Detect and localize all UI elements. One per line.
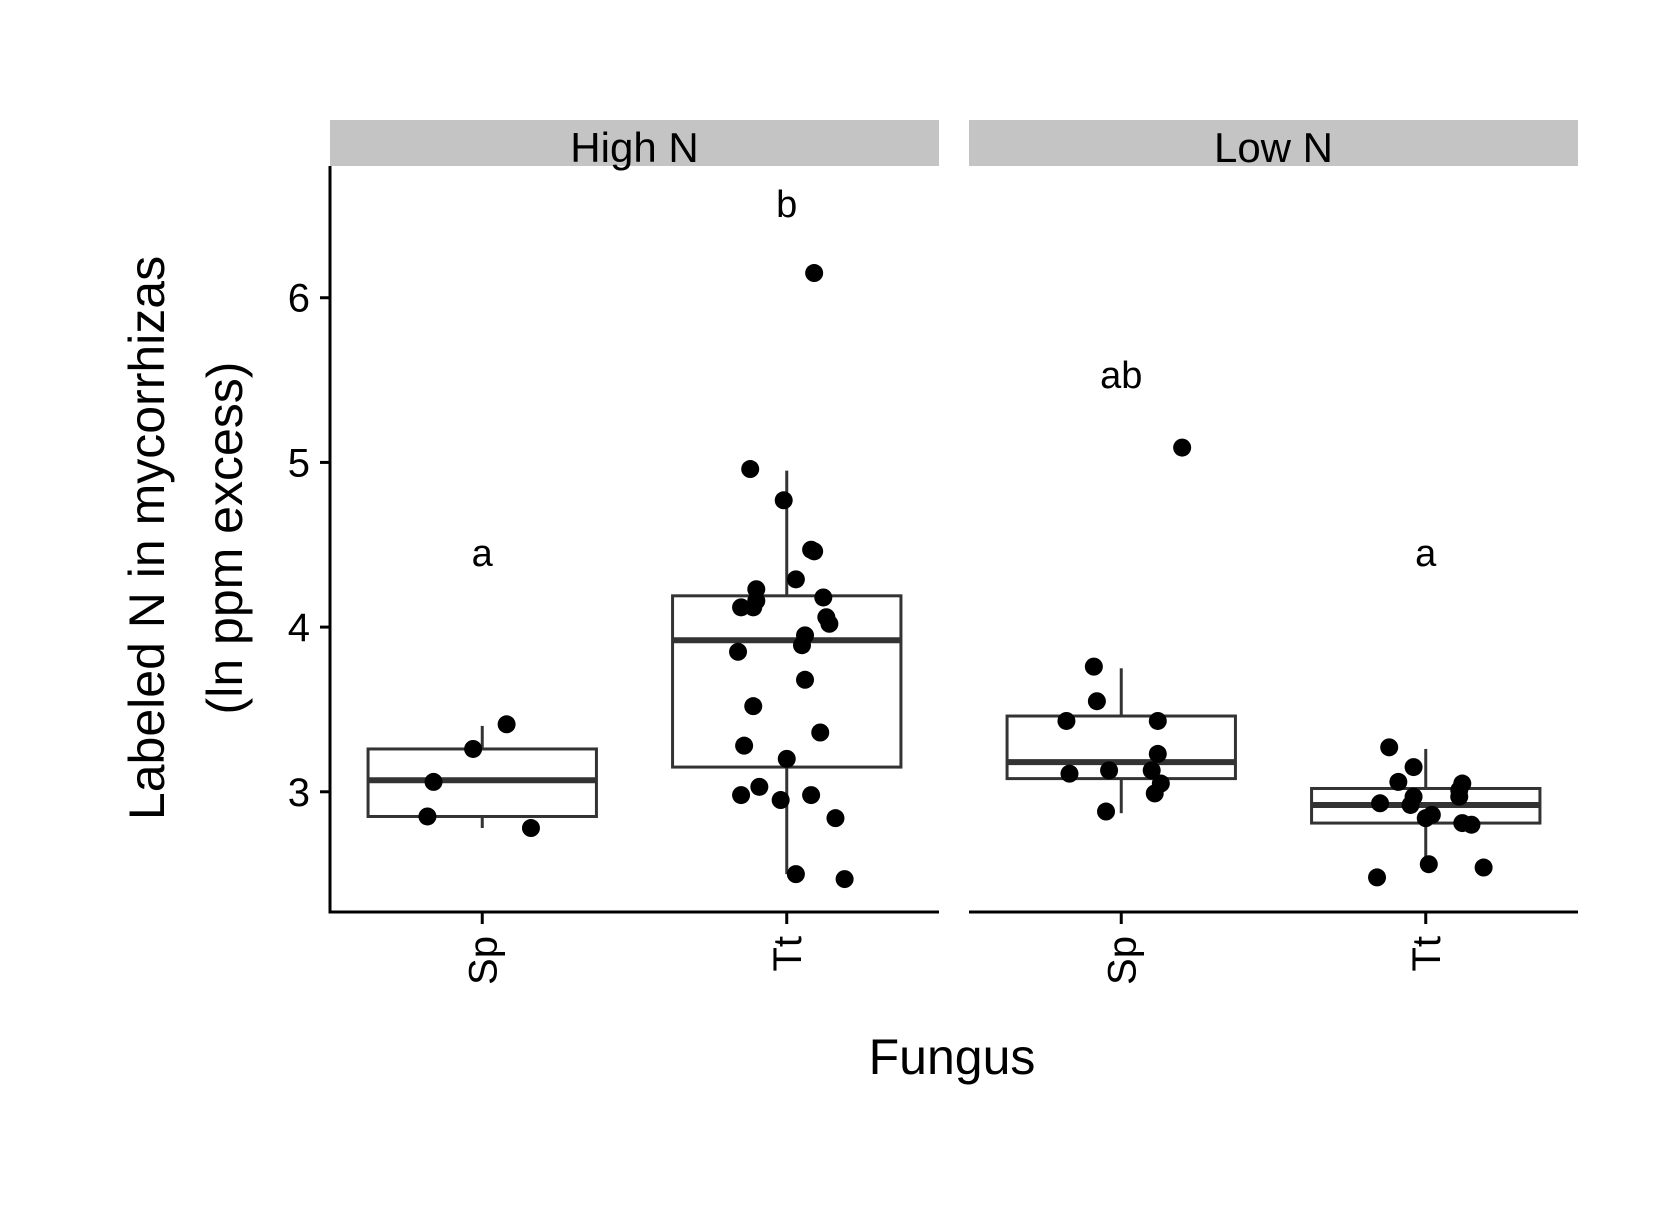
box-iqr — [671, 594, 903, 769]
data-point — [732, 786, 751, 805]
y-axis-title-line2: (ln ppm excess) — [197, 362, 253, 715]
data-point — [786, 865, 805, 884]
data-point — [771, 791, 790, 810]
data-point — [1148, 711, 1167, 730]
data-point — [805, 542, 824, 561]
data-point — [1419, 855, 1438, 874]
data-point — [1368, 868, 1387, 887]
facet-strip-label: Low N — [1214, 124, 1333, 171]
panels-layer: High N 3 4 5 6 Sp a Tt b Low N Sp ab Tt a — [288, 120, 1578, 985]
y-axis-title-line1: Labeled N in mycorrhizas — [119, 256, 175, 820]
data-point — [735, 736, 754, 755]
data-point — [1416, 809, 1435, 828]
data-point — [1462, 815, 1481, 834]
x-axis-title: Fungus — [869, 1029, 1036, 1085]
data-point — [741, 460, 760, 479]
data-point — [1450, 787, 1469, 806]
data-point — [1087, 692, 1106, 711]
facet-strip — [330, 120, 939, 166]
data-point — [835, 870, 854, 889]
x-tick-label: Tt — [1405, 936, 1449, 972]
data-point — [729, 642, 748, 661]
data-point — [1474, 858, 1493, 877]
data-point — [826, 809, 845, 828]
data-point — [811, 723, 830, 742]
facet-strip-label: High N — [570, 124, 698, 171]
data-point — [1371, 794, 1390, 813]
y-tick-label: 5 — [288, 441, 310, 485]
data-point — [786, 570, 805, 589]
data-point — [744, 697, 763, 716]
significance-letter: b — [776, 184, 797, 226]
data-point — [1084, 657, 1103, 676]
data-point — [1173, 438, 1192, 457]
significance-letter: ab — [1100, 355, 1142, 397]
data-point — [820, 614, 839, 633]
y-tick-label: 3 — [288, 771, 310, 815]
data-point — [1401, 795, 1420, 814]
significance-letter: a — [1415, 533, 1437, 575]
data-point — [418, 807, 437, 826]
data-point — [1389, 772, 1408, 791]
data-point — [1404, 758, 1423, 777]
box-iqr — [1005, 714, 1237, 781]
data-point — [1142, 761, 1161, 780]
data-point — [792, 636, 811, 655]
data-point — [796, 670, 815, 689]
data-point — [814, 588, 833, 607]
panel-low-n: Low N Sp ab Tt a — [969, 120, 1578, 985]
data-point — [1057, 711, 1076, 730]
x-tick-label: Tt — [766, 936, 810, 972]
x-tick-label: Sp — [1100, 936, 1144, 985]
data-point — [424, 772, 443, 791]
facet-strip — [969, 120, 1578, 166]
data-point — [497, 715, 516, 734]
data-point — [1060, 764, 1079, 783]
significance-letter: a — [472, 533, 494, 575]
data-point — [464, 739, 483, 758]
panel-high-n: High N 3 4 5 6 Sp a Tt b — [288, 120, 939, 985]
x-tick-label: Sp — [461, 936, 505, 985]
data-point — [1145, 784, 1164, 803]
data-point — [805, 264, 824, 283]
data-point — [521, 819, 540, 838]
data-point — [802, 786, 821, 805]
data-point — [777, 749, 796, 768]
data-point — [1148, 744, 1167, 763]
data-point — [750, 777, 769, 796]
data-point — [744, 598, 763, 617]
data-point — [1100, 761, 1119, 780]
data-point — [774, 491, 793, 510]
y-tick-label: 4 — [288, 606, 310, 650]
y-tick-label: 6 — [288, 277, 310, 321]
data-point — [1097, 802, 1116, 821]
data-point — [1380, 738, 1399, 757]
